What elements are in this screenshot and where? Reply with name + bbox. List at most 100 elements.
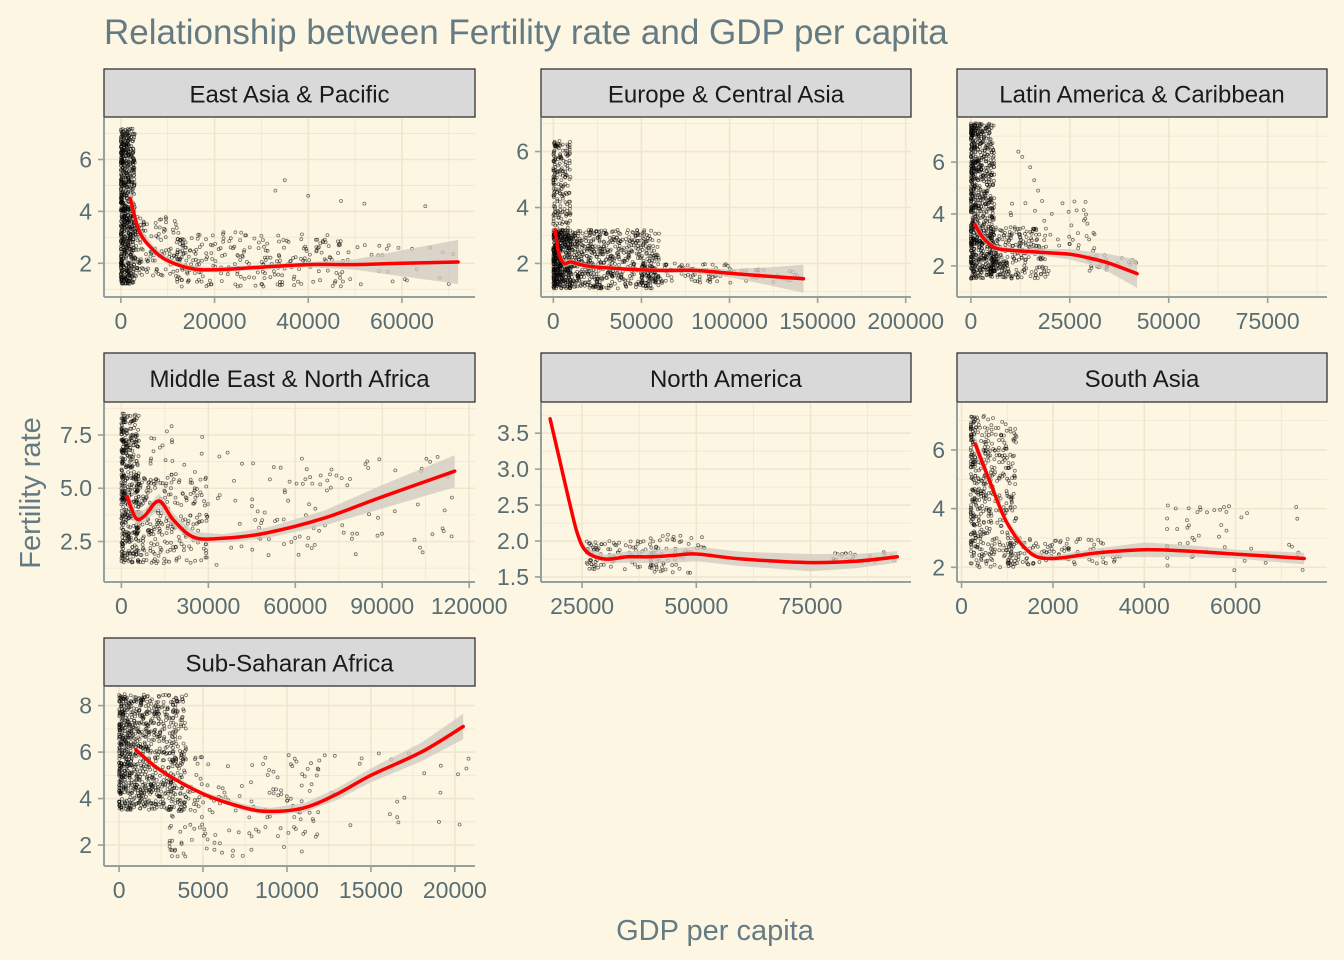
x-tick-label: 75000 <box>1236 308 1300 334</box>
strip-north-america <box>540 352 912 403</box>
data-point <box>1057 243 1061 248</box>
data-point <box>146 266 151 271</box>
data-point <box>157 217 162 222</box>
data-point <box>566 274 570 279</box>
data-point <box>585 562 590 566</box>
data-point <box>325 478 330 483</box>
x-tick-label: 90000 <box>350 593 414 619</box>
data-point <box>176 480 181 485</box>
data-point <box>192 271 197 275</box>
data-point <box>588 283 593 288</box>
data-point <box>635 230 640 235</box>
data-point <box>149 560 154 565</box>
data-point <box>1008 236 1013 241</box>
x-tick-label: 100000 <box>691 308 768 334</box>
data-point <box>592 567 597 571</box>
data-point <box>304 467 309 472</box>
data-point <box>167 251 172 256</box>
data-point <box>124 463 129 468</box>
data-point <box>314 248 319 253</box>
data-point <box>193 558 198 563</box>
confidence-ribbon <box>130 189 459 284</box>
data-point <box>1016 275 1020 280</box>
data-point <box>649 545 654 550</box>
data-point <box>974 183 979 188</box>
data-point <box>235 272 240 277</box>
data-point <box>992 165 996 170</box>
data-point <box>600 276 605 281</box>
data-point <box>130 225 134 230</box>
data-point <box>991 215 996 220</box>
data-point <box>206 502 210 506</box>
data-point <box>288 258 293 263</box>
data-point <box>994 266 999 270</box>
data-point <box>610 271 615 276</box>
data-point <box>120 169 125 174</box>
data-point <box>1013 474 1017 479</box>
data-point <box>596 234 601 239</box>
data-point <box>1014 230 1019 235</box>
data-point <box>122 198 127 203</box>
data-point <box>562 207 567 211</box>
data-point <box>976 216 981 221</box>
data-point <box>262 244 266 249</box>
data-point <box>195 493 200 498</box>
data-point <box>986 146 990 151</box>
data-point <box>643 280 648 285</box>
data-point <box>623 282 628 287</box>
data-point <box>1029 270 1034 274</box>
data-point <box>1035 276 1040 280</box>
data-point <box>989 126 994 131</box>
data-point <box>986 542 990 547</box>
data-point <box>130 464 135 469</box>
data-point <box>1008 504 1013 509</box>
data-point <box>127 268 132 273</box>
data-point <box>130 280 135 285</box>
data-point <box>627 235 632 240</box>
data-point <box>174 240 179 245</box>
data-point <box>1021 225 1025 230</box>
data-point <box>644 280 649 285</box>
data-point <box>1002 270 1007 275</box>
data-point <box>178 238 183 243</box>
x-tick-label: 200000 <box>867 308 944 334</box>
data-point <box>197 512 202 517</box>
data-point <box>1046 268 1051 273</box>
data-point <box>1009 274 1014 279</box>
data-point <box>986 433 991 438</box>
data-point <box>589 562 594 567</box>
data-point <box>296 552 301 557</box>
data-point <box>195 236 200 241</box>
data-point <box>611 541 616 545</box>
data-point <box>140 272 144 277</box>
data-point <box>153 225 158 230</box>
data-point <box>984 265 989 270</box>
data-point <box>553 204 557 209</box>
data-point <box>573 255 577 260</box>
data-point <box>658 538 662 543</box>
data-point <box>119 241 124 245</box>
data-point <box>563 270 568 275</box>
data-point <box>124 517 129 522</box>
data-point <box>568 218 572 223</box>
chart-title: Relationship between Fertility rate and … <box>104 13 948 52</box>
data-point <box>119 267 124 272</box>
data-point <box>142 548 147 553</box>
data-point <box>1029 231 1034 236</box>
data-point <box>310 481 315 486</box>
data-point <box>136 413 141 418</box>
data-point <box>598 246 602 251</box>
data-point <box>983 177 988 182</box>
data-point <box>1069 223 1074 228</box>
data-point <box>213 241 218 246</box>
data-point <box>259 282 264 287</box>
data-point <box>619 272 624 277</box>
data-point <box>1033 269 1038 274</box>
data-point <box>652 248 656 253</box>
data-point <box>561 148 565 153</box>
data-point <box>170 459 175 463</box>
data-point <box>348 477 352 481</box>
data-point <box>200 274 205 279</box>
data-point <box>583 244 587 249</box>
data-point <box>976 190 981 195</box>
